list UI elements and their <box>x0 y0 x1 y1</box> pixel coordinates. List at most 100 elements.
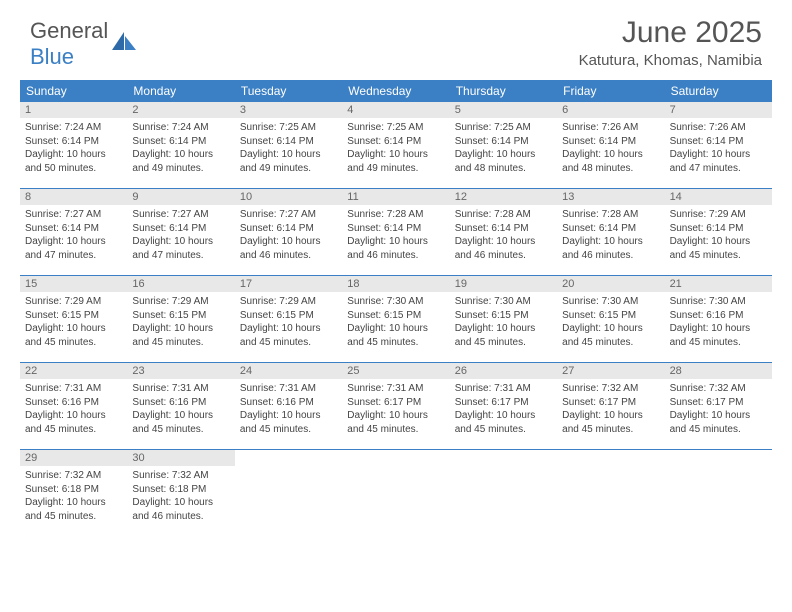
day-details: Sunrise: 7:25 AMSunset: 6:14 PMDaylight:… <box>235 118 342 180</box>
day-number: 1 <box>20 102 127 118</box>
day-number: 4 <box>342 102 449 118</box>
day-details: Sunrise: 7:31 AMSunset: 6:16 PMDaylight:… <box>20 379 127 441</box>
week-row: 8Sunrise: 7:27 AMSunset: 6:14 PMDaylight… <box>20 188 772 275</box>
daylight-text-2: and 49 minutes. <box>240 162 337 176</box>
day-details: Sunrise: 7:32 AMSunset: 6:18 PMDaylight:… <box>20 466 127 528</box>
daylight-text-1: Daylight: 10 hours <box>670 148 767 162</box>
day-number: 24 <box>235 363 342 379</box>
header: June 2025 Katutura, Khomas, Namibia <box>579 16 762 69</box>
daylight-text-1: Daylight: 10 hours <box>132 148 229 162</box>
day-details: Sunrise: 7:26 AMSunset: 6:14 PMDaylight:… <box>557 118 664 180</box>
daylight-text-2: and 45 minutes. <box>455 423 552 437</box>
daylight-text-1: Daylight: 10 hours <box>562 322 659 336</box>
sunrise-text: Sunrise: 7:32 AM <box>670 382 767 396</box>
day-header-cell: Saturday <box>665 80 772 102</box>
sunset-text: Sunset: 6:14 PM <box>240 135 337 149</box>
day-cell: 10Sunrise: 7:27 AMSunset: 6:14 PMDayligh… <box>235 189 342 275</box>
day-number: 9 <box>127 189 234 205</box>
daylight-text-1: Daylight: 10 hours <box>25 235 122 249</box>
logo-text-b: Blue <box>30 44 74 69</box>
sunset-text: Sunset: 6:14 PM <box>455 135 552 149</box>
week-row: 15Sunrise: 7:29 AMSunset: 6:15 PMDayligh… <box>20 275 772 362</box>
day-cell: 22Sunrise: 7:31 AMSunset: 6:16 PMDayligh… <box>20 363 127 449</box>
day-details: Sunrise: 7:30 AMSunset: 6:15 PMDaylight:… <box>450 292 557 354</box>
sunrise-text: Sunrise: 7:29 AM <box>132 295 229 309</box>
sunrise-text: Sunrise: 7:27 AM <box>25 208 122 222</box>
day-header-cell: Friday <box>557 80 664 102</box>
daylight-text-1: Daylight: 10 hours <box>240 235 337 249</box>
sunset-text: Sunset: 6:14 PM <box>347 222 444 236</box>
day-details: Sunrise: 7:27 AMSunset: 6:14 PMDaylight:… <box>20 205 127 267</box>
day-cell: 20Sunrise: 7:30 AMSunset: 6:15 PMDayligh… <box>557 276 664 362</box>
daylight-text-2: and 49 minutes. <box>347 162 444 176</box>
day-header-row: SundayMondayTuesdayWednesdayThursdayFrid… <box>20 80 772 102</box>
day-details: Sunrise: 7:25 AMSunset: 6:14 PMDaylight:… <box>342 118 449 180</box>
sunset-text: Sunset: 6:16 PM <box>670 309 767 323</box>
day-cell: 2Sunrise: 7:24 AMSunset: 6:14 PMDaylight… <box>127 102 234 188</box>
sunrise-text: Sunrise: 7:28 AM <box>455 208 552 222</box>
day-details: Sunrise: 7:31 AMSunset: 6:17 PMDaylight:… <box>450 379 557 441</box>
sunrise-text: Sunrise: 7:24 AM <box>132 121 229 135</box>
daylight-text-1: Daylight: 10 hours <box>25 148 122 162</box>
day-number: 3 <box>235 102 342 118</box>
day-details: Sunrise: 7:30 AMSunset: 6:15 PMDaylight:… <box>557 292 664 354</box>
day-cell: 8Sunrise: 7:27 AMSunset: 6:14 PMDaylight… <box>20 189 127 275</box>
sunrise-text: Sunrise: 7:30 AM <box>562 295 659 309</box>
day-details: Sunrise: 7:29 AMSunset: 6:14 PMDaylight:… <box>665 205 772 267</box>
logo-sail-icon <box>110 30 138 58</box>
daylight-text-2: and 46 minutes. <box>455 249 552 263</box>
logo: General Blue <box>30 18 138 70</box>
daylight-text-2: and 45 minutes. <box>25 423 122 437</box>
sunset-text: Sunset: 6:14 PM <box>240 222 337 236</box>
daylight-text-1: Daylight: 10 hours <box>240 409 337 423</box>
daylight-text-1: Daylight: 10 hours <box>132 322 229 336</box>
sunset-text: Sunset: 6:17 PM <box>670 396 767 410</box>
day-number: 29 <box>20 450 127 466</box>
day-details: Sunrise: 7:31 AMSunset: 6:16 PMDaylight:… <box>127 379 234 441</box>
day-header-cell: Sunday <box>20 80 127 102</box>
day-details: Sunrise: 7:28 AMSunset: 6:14 PMDaylight:… <box>450 205 557 267</box>
sunset-text: Sunset: 6:16 PM <box>132 396 229 410</box>
sunrise-text: Sunrise: 7:29 AM <box>670 208 767 222</box>
daylight-text-1: Daylight: 10 hours <box>347 148 444 162</box>
day-details: Sunrise: 7:32 AMSunset: 6:18 PMDaylight:… <box>127 466 234 528</box>
day-details: Sunrise: 7:29 AMSunset: 6:15 PMDaylight:… <box>235 292 342 354</box>
daylight-text-1: Daylight: 10 hours <box>562 409 659 423</box>
sunset-text: Sunset: 6:15 PM <box>25 309 122 323</box>
day-cell: 26Sunrise: 7:31 AMSunset: 6:17 PMDayligh… <box>450 363 557 449</box>
day-number: 28 <box>665 363 772 379</box>
daylight-text-2: and 45 minutes. <box>25 336 122 350</box>
sunset-text: Sunset: 6:17 PM <box>347 396 444 410</box>
daylight-text-2: and 46 minutes. <box>562 249 659 263</box>
sunset-text: Sunset: 6:15 PM <box>455 309 552 323</box>
day-details: Sunrise: 7:27 AMSunset: 6:14 PMDaylight:… <box>127 205 234 267</box>
daylight-text-2: and 48 minutes. <box>455 162 552 176</box>
daylight-text-1: Daylight: 10 hours <box>347 322 444 336</box>
day-number: 7 <box>665 102 772 118</box>
logo-text-a: General <box>30 18 108 43</box>
daylight-text-2: and 45 minutes. <box>240 336 337 350</box>
day-number: 23 <box>127 363 234 379</box>
daylight-text-2: and 47 minutes. <box>25 249 122 263</box>
day-cell: 27Sunrise: 7:32 AMSunset: 6:17 PMDayligh… <box>557 363 664 449</box>
day-cell: 28Sunrise: 7:32 AMSunset: 6:17 PMDayligh… <box>665 363 772 449</box>
sunrise-text: Sunrise: 7:31 AM <box>347 382 444 396</box>
month-title: June 2025 <box>579 16 762 50</box>
daylight-text-2: and 45 minutes. <box>670 423 767 437</box>
day-number: 6 <box>557 102 664 118</box>
sunset-text: Sunset: 6:15 PM <box>240 309 337 323</box>
day-cell: 4Sunrise: 7:25 AMSunset: 6:14 PMDaylight… <box>342 102 449 188</box>
daylight-text-1: Daylight: 10 hours <box>347 235 444 249</box>
sunrise-text: Sunrise: 7:32 AM <box>132 469 229 483</box>
day-details: Sunrise: 7:31 AMSunset: 6:17 PMDaylight:… <box>342 379 449 441</box>
daylight-text-2: and 45 minutes. <box>562 336 659 350</box>
day-header-cell: Monday <box>127 80 234 102</box>
sunset-text: Sunset: 6:15 PM <box>132 309 229 323</box>
day-header-cell: Thursday <box>450 80 557 102</box>
day-details: Sunrise: 7:24 AMSunset: 6:14 PMDaylight:… <box>127 118 234 180</box>
daylight-text-1: Daylight: 10 hours <box>25 496 122 510</box>
day-number: 21 <box>665 276 772 292</box>
sunrise-text: Sunrise: 7:31 AM <box>132 382 229 396</box>
sunrise-text: Sunrise: 7:27 AM <box>240 208 337 222</box>
daylight-text-1: Daylight: 10 hours <box>25 322 122 336</box>
